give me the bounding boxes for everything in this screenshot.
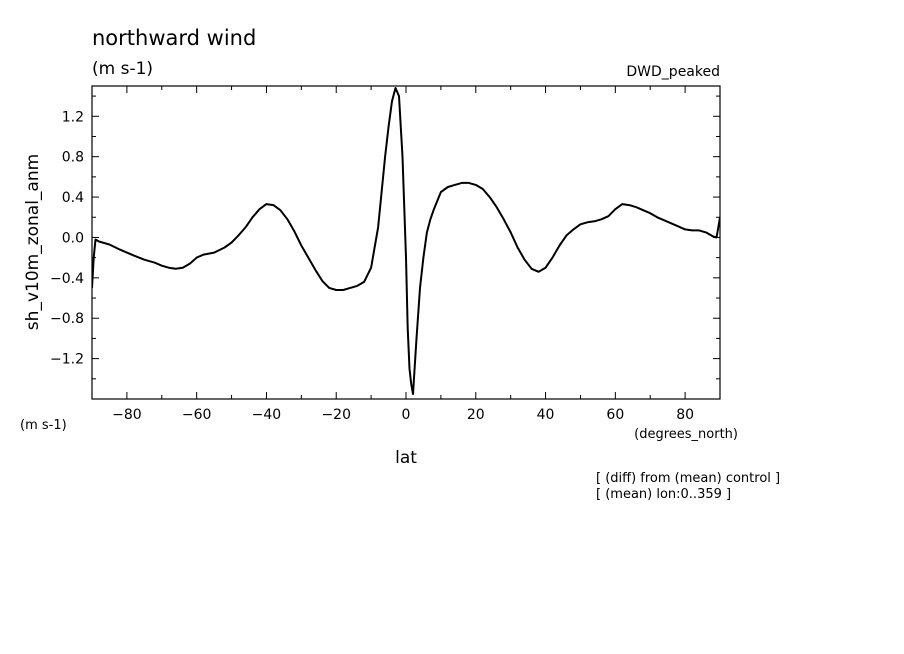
x-tick-label: −60: [182, 407, 212, 423]
chart-units: (m s-1): [92, 59, 153, 79]
note-mean: [ (mean) lon:0..359 ]: [596, 487, 731, 502]
x-tick-label: 40: [537, 407, 555, 423]
x-tick-label: 0: [402, 407, 411, 423]
y-tick-label: 0.0: [62, 230, 84, 246]
x-tick-label: −20: [321, 407, 351, 423]
y-tick-label: −0.4: [50, 271, 84, 287]
y-tick-label: −1.2: [50, 352, 84, 368]
x-axis-units: (degrees_north): [634, 427, 738, 442]
x-tick-label: −80: [112, 407, 142, 423]
series-line: [92, 87, 720, 395]
x-tick-label: 60: [606, 407, 624, 423]
y-tick-label: −0.8: [50, 311, 84, 327]
chart-subtitle-right: DWD_peaked: [626, 64, 720, 80]
y-tick-label: 1.2: [62, 109, 84, 125]
y-tick-label: 0.4: [62, 190, 84, 206]
chart-title: northward wind: [92, 26, 256, 50]
y-axis-units: (m s-1): [20, 418, 67, 433]
note-diff: [ (diff) from (mean) control ]: [596, 471, 780, 486]
x-tick-label: −40: [252, 407, 282, 423]
x-axis-label: lat: [395, 448, 417, 468]
x-tick-label: 80: [676, 407, 694, 423]
y-tick-label: 0.8: [62, 150, 84, 166]
axis-tick-labels: −80 −60 −40 −20 0 20 40 60 80 1.2 0.8 0.4 0.0 −0.4 −0.…: [50, 109, 694, 423]
y-axis-label: sh_v10m_zonal_anm: [23, 154, 43, 330]
x-tick-label: 20: [467, 407, 485, 423]
